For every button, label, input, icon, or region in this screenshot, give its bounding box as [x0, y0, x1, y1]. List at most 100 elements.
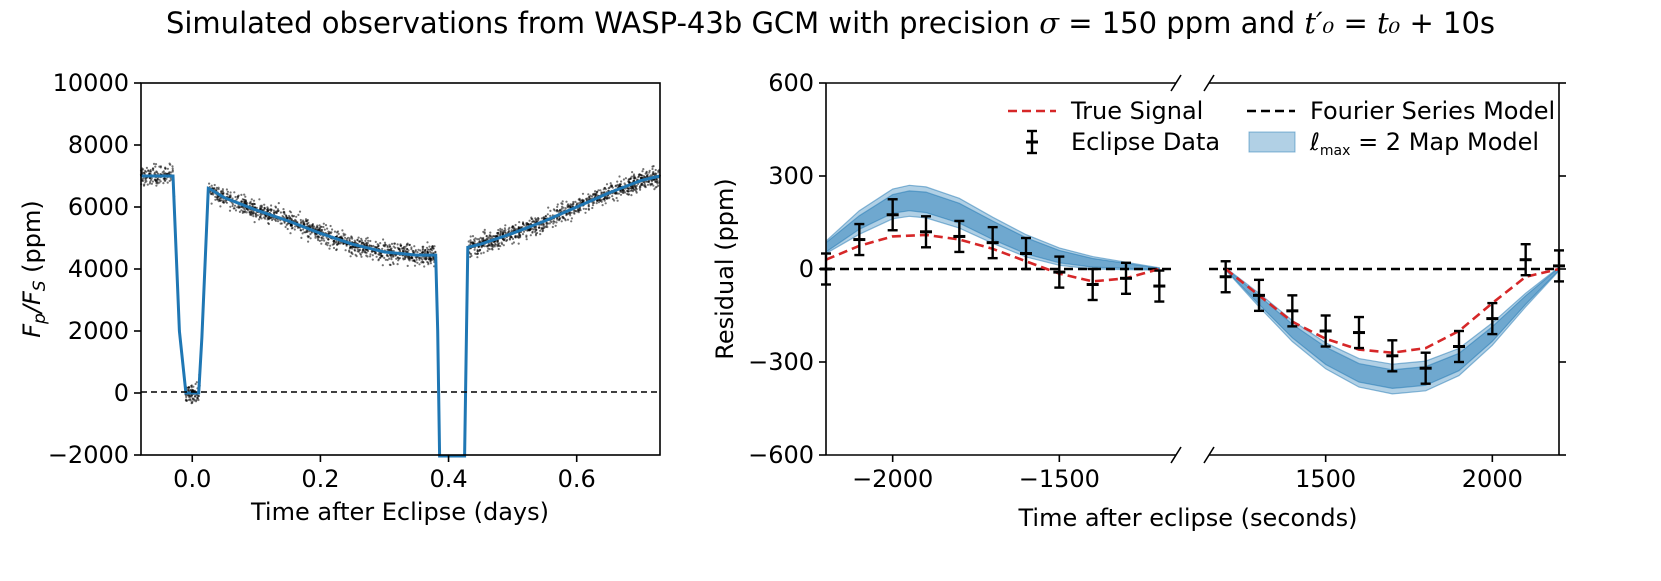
- left-data-point: [565, 200, 568, 203]
- left-data-point: [532, 220, 536, 223]
- left-data-point: [425, 246, 429, 249]
- left-data-point: [309, 237, 312, 240]
- left-data-point: [337, 240, 340, 244]
- left-data-point: [243, 193, 246, 196]
- left-data-point: [148, 172, 151, 175]
- left-data-point: [151, 180, 154, 183]
- left-data-point: [233, 207, 236, 210]
- left-data-point: [485, 245, 488, 248]
- left-data-point: [553, 209, 556, 212]
- left-data-point: [260, 204, 263, 207]
- left-data-point: [630, 187, 633, 190]
- left-data-point: [508, 237, 511, 240]
- left-data-point: [511, 242, 514, 245]
- left-data-point: [231, 204, 234, 208]
- left-data-point: [569, 203, 572, 206]
- left-data-point: [327, 241, 330, 245]
- left-data-point: [470, 254, 473, 257]
- left-data-point: [503, 227, 506, 230]
- left-data-point: [530, 217, 533, 220]
- left-data-point: [360, 243, 363, 246]
- left-data-point: [645, 171, 648, 174]
- left-data-point: [286, 222, 289, 225]
- left-data-point: [584, 211, 587, 214]
- left-ytick-label: 2000: [68, 317, 129, 345]
- left-data-point: [474, 252, 477, 255]
- left-data-point: [587, 203, 590, 206]
- left-data-point: [616, 183, 619, 186]
- left-data-point: [553, 220, 556, 223]
- left-data-point: [371, 254, 374, 257]
- left-data-point: [610, 184, 614, 187]
- left-data-point: [191, 401, 194, 404]
- left-data-point: [508, 230, 511, 233]
- left-data-point: [506, 238, 509, 242]
- left-data-point: [256, 214, 259, 217]
- left-data-point: [575, 210, 578, 213]
- left-data-point: [243, 200, 246, 203]
- left-ylabel-slash: /F: [18, 290, 46, 315]
- left-data-point: [478, 249, 481, 252]
- left-data-point: [611, 195, 614, 198]
- legend-map-model-text: = 2 Map Model: [1350, 128, 1539, 156]
- left-data-point: [476, 256, 479, 259]
- left-data-point: [299, 229, 303, 232]
- left-data-point: [564, 219, 567, 222]
- left-data-point: [244, 200, 247, 203]
- left-ytick-label: 10000: [53, 69, 129, 97]
- left-data-point: [185, 398, 188, 401]
- left-data-point: [369, 239, 372, 243]
- left-data-point: [631, 190, 635, 193]
- left-data-point: [279, 222, 282, 225]
- left-data-point: [607, 187, 610, 190]
- left-data-point: [560, 207, 563, 210]
- left-data-point: [537, 226, 541, 229]
- left-data-point: [657, 171, 660, 174]
- left-data-point: [489, 234, 492, 237]
- left-data-point: [434, 250, 437, 253]
- left-data-point: [327, 232, 330, 235]
- left-data-point: [542, 223, 545, 226]
- left-data-point: [549, 214, 552, 217]
- left-data-point: [402, 247, 405, 250]
- left-data-point: [497, 247, 500, 251]
- left-data-point: [214, 198, 217, 201]
- left-data-point: [476, 252, 479, 255]
- left-data-point: [381, 247, 384, 250]
- left-data-point: [290, 227, 293, 230]
- left-data-point: [316, 224, 319, 227]
- left-data-point: [541, 229, 545, 232]
- left-data-point: [391, 261, 395, 264]
- left-data-point: [429, 257, 432, 261]
- left-data-point: [270, 204, 273, 207]
- left-data-point: [370, 245, 373, 248]
- break-mark-top-right: [1203, 74, 1215, 92]
- left-data-point: [360, 251, 364, 254]
- left-data-point: [560, 220, 563, 223]
- left-data-point: [302, 228, 305, 231]
- left-data-point: [332, 246, 336, 250]
- left-data-point: [487, 247, 490, 250]
- left-data-point: [510, 236, 513, 239]
- left-data-point: [404, 245, 407, 248]
- left-data-point: [372, 244, 375, 248]
- left-data-point: [415, 258, 418, 261]
- left-data-point: [290, 224, 293, 227]
- left-data-point: [213, 187, 216, 190]
- left-data-point: [646, 183, 650, 186]
- left-data-point: [556, 217, 559, 220]
- left-data-point: [147, 170, 150, 173]
- left-data-point: [615, 196, 618, 200]
- left-data-point: [187, 386, 190, 389]
- left-data-point: [298, 210, 302, 213]
- left-data-point: [335, 231, 339, 234]
- left-data-point: [539, 233, 542, 236]
- left-data-point: [467, 240, 470, 243]
- left-data-point: [193, 395, 197, 398]
- left-data-point: [624, 177, 628, 180]
- left-data-point: [629, 189, 632, 192]
- left-data-point: [560, 202, 563, 205]
- left-data-point: [238, 210, 241, 213]
- left-data-point: [237, 206, 241, 209]
- left-xtick-label: 0.6: [558, 465, 596, 493]
